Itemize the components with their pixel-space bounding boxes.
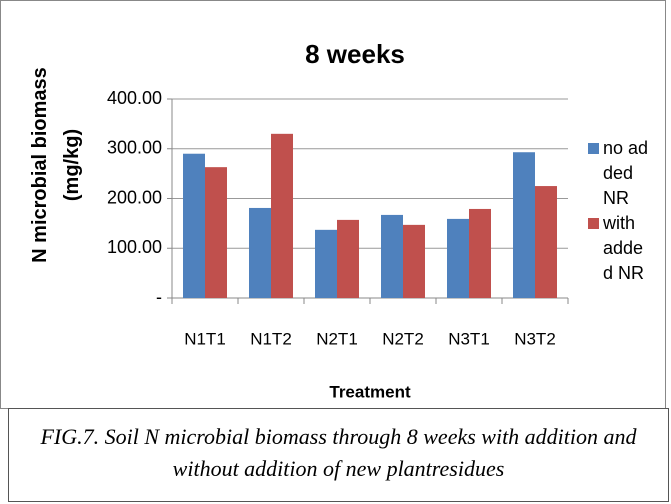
x-tick-label: N1T1 [184, 329, 226, 348]
x-tick-label: N2T1 [316, 329, 358, 348]
y-tick-label: 200.00 [107, 187, 162, 207]
x-tick-label: N1T2 [250, 329, 292, 348]
y-tick-label: 300.00 [107, 138, 162, 158]
legend-item: with added NR [588, 211, 658, 286]
bar [205, 167, 227, 298]
y-tick-label: 400.00 [107, 88, 162, 108]
x-tick-label: N2T2 [382, 329, 424, 348]
bar [249, 207, 271, 298]
y-tick-label: - [156, 287, 162, 307]
x-tick-label: N3T2 [514, 329, 556, 348]
legend: no added NR with added NR [588, 136, 658, 286]
chart-title: 8 weeks [305, 39, 405, 69]
caption: FIG.7. Soil N microbial biomass through … [8, 408, 669, 502]
legend-item: no added NR [588, 136, 658, 211]
legend-swatch [588, 218, 599, 229]
legend-swatch [588, 143, 599, 154]
bar [271, 133, 293, 298]
x-tick-label: N3T1 [448, 329, 490, 348]
y-tick-label: 100.00 [107, 237, 162, 257]
bar [337, 219, 359, 298]
legend-label: no added NR [603, 138, 649, 208]
x-axis-label: Treatment [329, 382, 411, 401]
bar [381, 214, 403, 298]
legend-label: with added NR [603, 213, 645, 283]
bar [535, 186, 557, 298]
bar [469, 208, 491, 298]
bar [403, 224, 425, 298]
bar [513, 152, 535, 298]
y-axis-label: N microbial biomass (mg/kg) [29, 67, 83, 263]
bar [315, 229, 337, 298]
bar [183, 153, 205, 298]
bar [447, 218, 469, 298]
